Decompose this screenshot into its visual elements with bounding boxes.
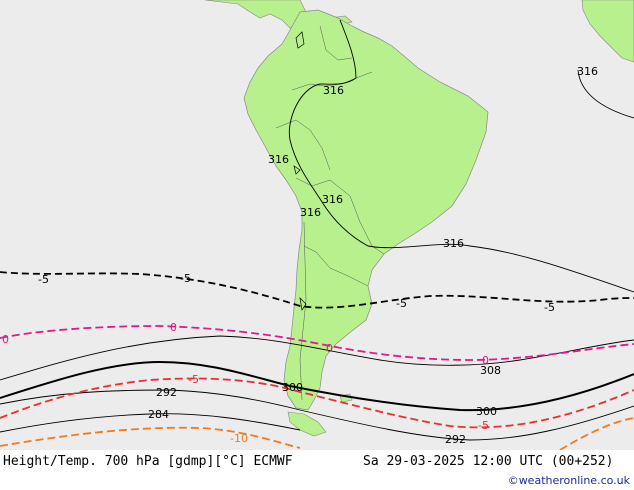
label-temp-zero-south: 0 (326, 342, 333, 355)
height-contours (0, 19, 634, 441)
label-temp-zero-west: 0 (2, 333, 9, 346)
weather-map: 316 316 316 316 316 316 308 300 300 292 … (0, 0, 634, 450)
label-292-east: 292 (445, 433, 466, 446)
central-america-land (204, 0, 307, 29)
label-temp-zero-east: 0 (482, 354, 489, 367)
isotherm-minus10-east (559, 417, 634, 450)
label-308: 308 (480, 364, 501, 377)
label-temp-minus10: -10 (230, 432, 248, 445)
label-316-andes-south: 316 (300, 206, 321, 219)
credit-link[interactable]: ©weatheronline.co.uk (507, 474, 630, 487)
map-title: Height/Temp. 700 hPa [gdmp][°C] ECMWF (3, 454, 293, 469)
label-316-andes-north: 316 (268, 153, 289, 166)
isotherm-minus5-red (0, 377, 634, 429)
label-300-patagonia: 300 (282, 381, 303, 394)
label-temp-red-minus5-east: -5 (478, 419, 489, 432)
label-292-west: 292 (156, 386, 177, 399)
height-contour-300 (0, 360, 634, 412)
label-temp-minus5-west: -5 (38, 273, 49, 286)
label-300-east: 300 (476, 405, 497, 418)
map-footer: Height/Temp. 700 hPa [gdmp][°C] ECMWF Sa… (0, 450, 634, 490)
label-316-south-atlantic: 316 (443, 237, 464, 250)
isotherm-minus5-black (0, 271, 634, 309)
tierra-del-fuego (287, 411, 327, 437)
label-temp-minus5-atlantic: -5 (396, 297, 407, 310)
valid-time: Sa 29-03-2025 12:00 UTC (00+252) (363, 454, 614, 469)
label-316-amazon: 316 (323, 84, 344, 97)
temperature-labels: -5 -5 -5 -5 0 0 0 0 -5 -5 -10 (2, 272, 555, 445)
label-284: 284 (148, 408, 169, 421)
isotherm-minus10 (0, 426, 301, 449)
label-temp-minus5-mid: -5 (180, 272, 191, 285)
africa-land (581, 0, 634, 63)
label-temp-minus5-east: -5 (544, 301, 555, 314)
label-temp-zero-mid: 0 (170, 321, 177, 334)
label-316-top-right: 316 (577, 65, 598, 78)
label-316-andes-mid: 316 (322, 193, 343, 206)
lake-marks (293, 31, 307, 311)
height-labels: 316 316 316 316 316 316 308 300 300 292 … (148, 65, 598, 446)
label-temp-red-minus5-west: -5 (188, 373, 199, 386)
